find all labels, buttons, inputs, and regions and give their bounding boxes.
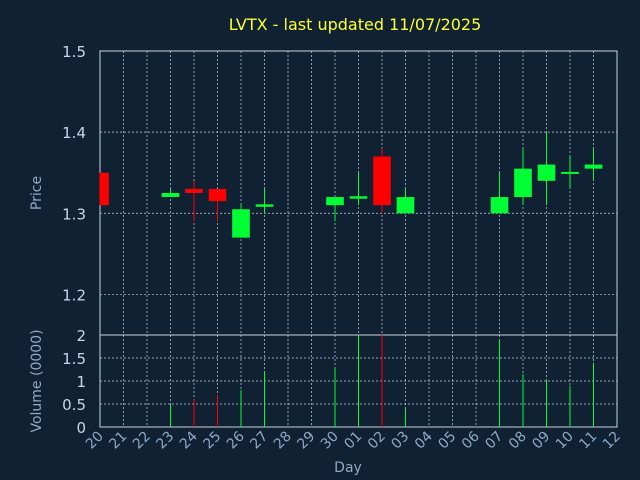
x-tick-label: 08 xyxy=(506,429,530,453)
x-tick-label: 30 xyxy=(318,429,342,453)
candle-body xyxy=(514,168,532,198)
x-tick-label: 26 xyxy=(224,428,248,452)
x-tick-label: 03 xyxy=(388,429,412,453)
x-axis-label: Day xyxy=(334,460,362,476)
x-tick-label: 02 xyxy=(365,429,389,453)
candle-body xyxy=(161,193,180,198)
volume-axis-label: Volume (0000) xyxy=(29,329,45,432)
x-tick-label: 21 xyxy=(106,429,130,453)
candle-body xyxy=(255,204,274,207)
candle-body xyxy=(100,172,109,206)
volume-panel: 0 0.5 1 1.5 2 xyxy=(62,327,618,437)
x-tick-labels: 20 21 22 23 24 25 26 27 28 29 30 01 02 03 04 05 06 07 08 09… xyxy=(83,428,624,452)
x-tick-label: 04 xyxy=(412,428,436,452)
volume-tick-label: 1 xyxy=(76,373,86,391)
candle-body xyxy=(232,209,250,238)
candle-body xyxy=(208,188,227,202)
x-tick-label: 07 xyxy=(482,429,506,453)
candle-body xyxy=(396,197,415,214)
volume-tick-label: 1.5 xyxy=(62,350,86,368)
candle-body xyxy=(349,196,368,199)
x-tick-label: 20 xyxy=(83,429,107,453)
candle-body xyxy=(537,164,556,181)
x-tick-label: 01 xyxy=(341,429,365,453)
volume-tick-label: 2 xyxy=(76,327,86,345)
candle-body xyxy=(185,188,203,193)
volume-tick-label: 0.5 xyxy=(62,396,86,414)
price-tick-label: 1.3 xyxy=(62,205,86,223)
x-tick-label: 12 xyxy=(600,429,624,453)
x-tick-label: 11 xyxy=(576,429,600,453)
candle-body xyxy=(584,164,603,169)
x-tick-label: 05 xyxy=(435,429,459,453)
x-tick-label: 25 xyxy=(200,429,224,453)
x-tick-label: 09 xyxy=(529,429,553,453)
price-axis-label: Price xyxy=(29,176,45,210)
price-tick-label: 1.4 xyxy=(62,124,86,142)
volume-tick-label: 0 xyxy=(76,419,86,437)
x-tick-label: 10 xyxy=(553,429,577,453)
x-tick-label: 22 xyxy=(130,429,154,453)
price-tick-label: 1.2 xyxy=(62,286,86,304)
price-tick-label: 1.5 xyxy=(62,43,86,61)
candle-body xyxy=(561,171,579,174)
price-panel: 1.2 1.3 1.4 1.5 xyxy=(62,43,618,336)
chart-title: LVTX - last updated 11/07/2025 xyxy=(229,15,482,34)
x-tick-label: 28 xyxy=(271,429,295,453)
x-tick-label: 23 xyxy=(153,429,177,453)
candle-body xyxy=(490,197,509,214)
x-tick-label: 06 xyxy=(459,428,483,452)
x-tick-label: 24 xyxy=(177,428,201,452)
x-tick-label: 29 xyxy=(294,429,318,453)
candle-body xyxy=(373,156,391,206)
candle-body xyxy=(326,197,344,206)
x-tick-label: 27 xyxy=(247,429,271,453)
